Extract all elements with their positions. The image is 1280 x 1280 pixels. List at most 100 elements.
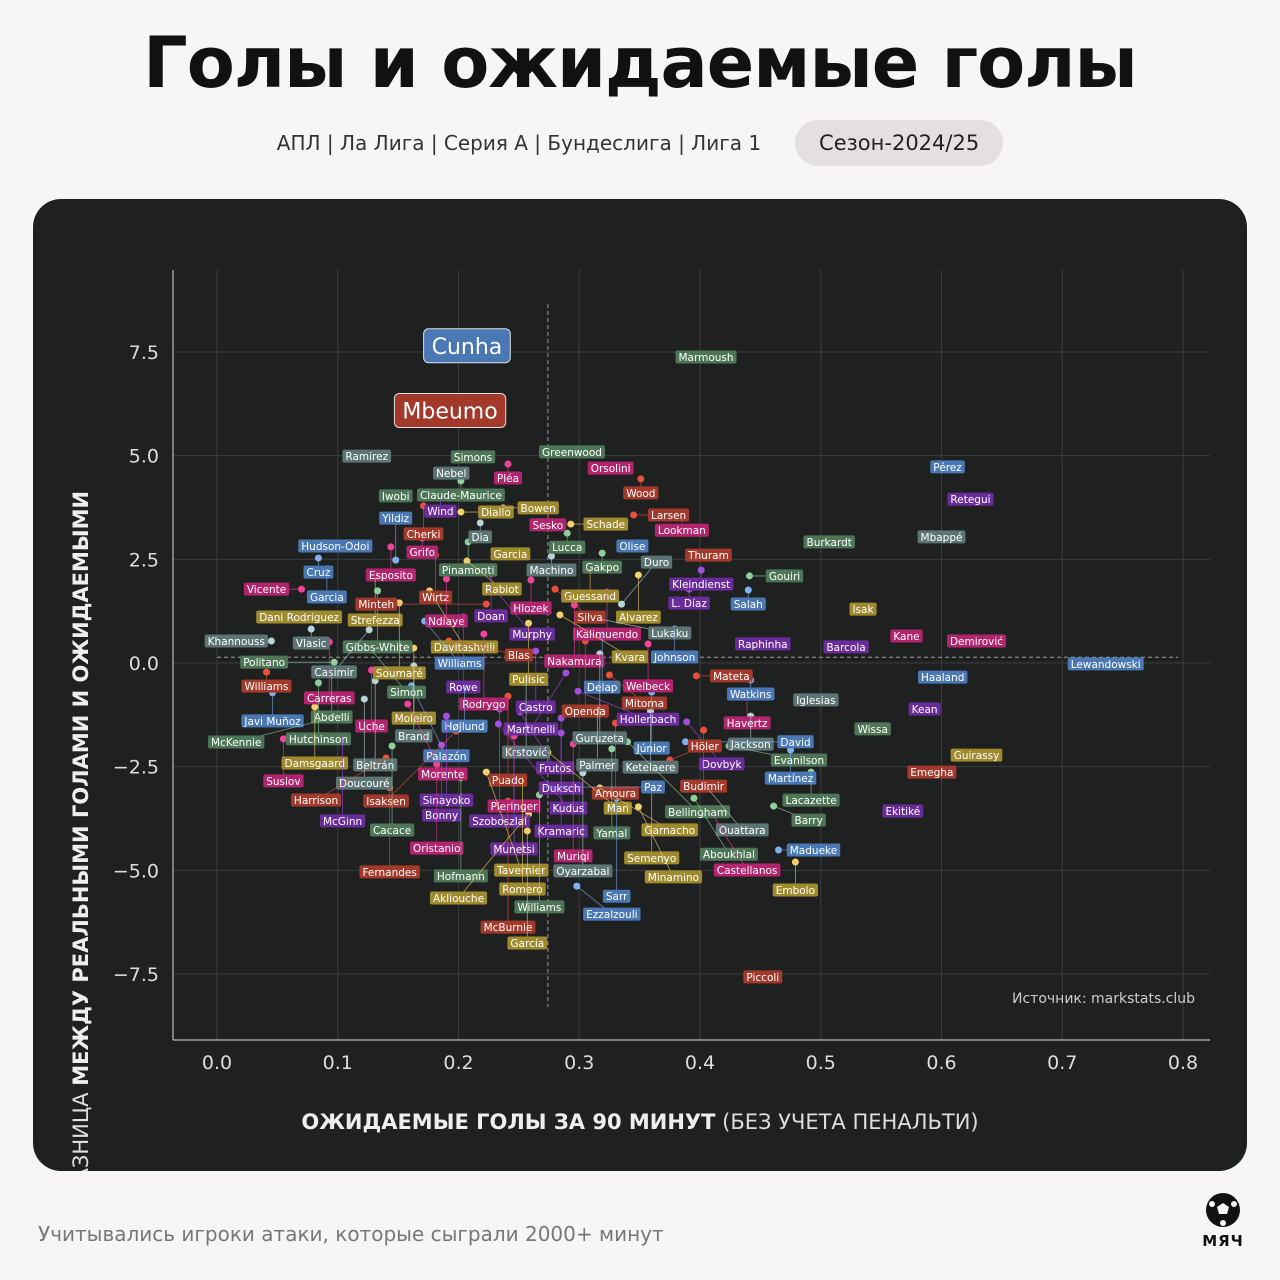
data-point: Vlasic <box>292 628 330 650</box>
point-label: Havertz <box>727 718 768 730</box>
point-label: Iglesias <box>796 695 835 707</box>
point-label-bg <box>641 780 665 794</box>
y-axis-label-bold: МЕЖДУ РЕАЛЬНЫМИ ГОЛАМИ И ОЖИДАЕМЫМИ <box>69 490 93 1086</box>
point-label: Duro <box>644 557 669 569</box>
subtitle-row: АПЛ | Ла Лига | Серия А | Бундеслига | Л… <box>0 120 1280 166</box>
data-point: Marmoush <box>675 350 737 364</box>
data-point: Dia <box>468 522 492 544</box>
ball-icon <box>1206 1193 1240 1227</box>
point-label: Silva <box>578 612 603 624</box>
point-label: Mitoma <box>625 698 664 710</box>
point-label: Hofmann <box>437 871 485 883</box>
point-label-bg <box>699 847 758 861</box>
data-point: Oyarzabal <box>553 772 613 878</box>
point-label: Harrison <box>294 795 338 807</box>
point-label: Wood <box>626 488 655 500</box>
point-leader-line <box>411 685 447 756</box>
point-label: Javi Muñoz <box>243 716 301 728</box>
data-point: Cunha <box>423 328 511 364</box>
point-label: Puado <box>492 775 524 787</box>
data-point: Iwobi <box>378 489 413 503</box>
point-leader-line <box>496 591 533 635</box>
data-point: Lookman <box>654 516 709 537</box>
point-label: Cruz <box>307 567 331 579</box>
point-label-bg <box>208 735 265 749</box>
point-label: Piccoli <box>746 972 779 984</box>
point-label-bg <box>429 891 488 905</box>
point-label-bg <box>507 936 548 950</box>
data-point: Doan <box>474 573 508 623</box>
point-label-bg <box>418 767 468 781</box>
point-label: Olise <box>619 541 645 553</box>
data-point: Raphinha <box>735 637 791 651</box>
point-label: Kudus <box>552 803 584 815</box>
point-label-bg <box>698 757 745 771</box>
point-label: Haaland <box>921 672 964 684</box>
point-label: Lucca <box>552 542 582 554</box>
point-label: L. Díaz <box>671 598 707 610</box>
data-point: Haaland <box>917 670 968 684</box>
data-point: Martínez <box>764 750 817 785</box>
data-point: Garcia <box>490 547 531 561</box>
data-point: Kvara <box>559 614 649 664</box>
data-point: Bonny <box>422 745 462 822</box>
point-label: Uche <box>358 721 385 733</box>
data-point: Gouiri <box>749 569 804 583</box>
point-label: Demirović <box>950 636 1003 648</box>
data-point: Barcola <box>823 640 869 654</box>
point-label-bg <box>514 900 565 914</box>
point-label: Rowe <box>449 682 477 694</box>
point-label: Tavernier <box>496 865 546 877</box>
point-label-bg <box>576 758 619 772</box>
point-label-bg <box>469 814 531 828</box>
point-label-bg <box>424 504 457 518</box>
point-leader-line <box>407 703 444 775</box>
point-label-bg <box>365 568 416 582</box>
data-point: Greenwood <box>539 445 605 459</box>
data-point: Kleindienst <box>669 570 734 591</box>
point-label: Ramirez <box>345 451 388 463</box>
data-point: Silva <box>554 588 606 624</box>
data-point: Wood <box>623 478 659 500</box>
point-label-bg <box>478 505 514 519</box>
data-point: Aboukhlal <box>693 797 758 861</box>
point-label: Emegha <box>910 767 953 779</box>
point-label-bg <box>403 527 444 541</box>
data-point: García <box>507 830 548 950</box>
point-label-bg <box>549 540 586 554</box>
point-label: Pléa <box>497 473 519 485</box>
point-label-bg <box>319 814 366 828</box>
data-point: Højlund <box>441 684 488 733</box>
point-label: Höler <box>691 741 720 753</box>
point-label-bg <box>772 883 819 897</box>
point-label: Guessand <box>564 591 616 603</box>
point-label: Kvara <box>615 652 645 664</box>
point-label: Salah <box>734 599 763 611</box>
point-label-bg <box>480 920 536 934</box>
point-label: Júnior <box>636 743 668 755</box>
point-label-bg <box>633 741 670 755</box>
data-point: Pulisic <box>509 623 548 686</box>
point-label-bg <box>419 793 474 807</box>
data-point: Claude-Maurice <box>416 480 505 502</box>
data-point: Oristanio <box>409 764 464 855</box>
point-label: Garnacho <box>644 825 695 837</box>
point-label-bg <box>854 722 891 736</box>
point-label: Man <box>607 803 629 815</box>
data-point: Murphy <box>496 591 555 641</box>
data-point: Burkardt <box>803 535 855 549</box>
point-label: Barcola <box>826 642 865 654</box>
point-label-bg <box>423 328 511 364</box>
point-label-bg <box>743 970 783 984</box>
point-label: Lukaku <box>651 628 688 640</box>
data-point: Ekitiké <box>882 804 924 818</box>
x-tick-label: 0.7 <box>1047 1052 1077 1074</box>
data-point: Nakamura <box>544 604 605 668</box>
point-label-bg <box>459 697 509 711</box>
point-label: Mateta <box>713 671 750 683</box>
data-point: Ezzalzouli <box>576 885 641 921</box>
data-point: Guruzeta <box>572 653 627 745</box>
data-point: Wirtz <box>419 555 453 604</box>
x-axis-label-light: (БЕЗ УЧЕТА ПЕНАЛЬТИ) <box>722 1110 979 1134</box>
point-label-bg <box>603 801 632 815</box>
